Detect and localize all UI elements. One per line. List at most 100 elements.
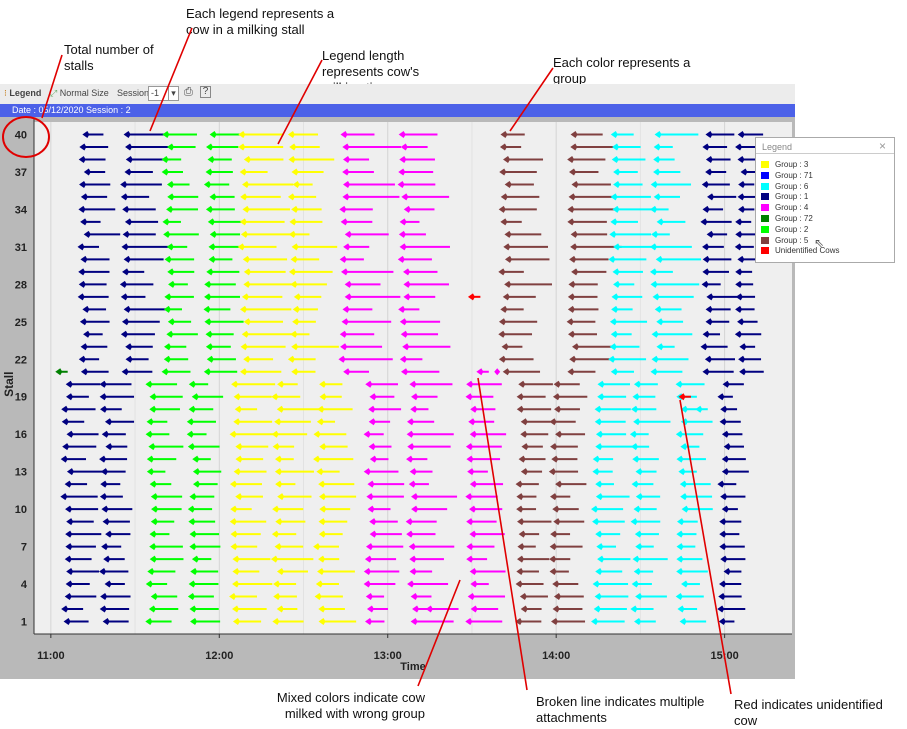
cow-marker	[613, 180, 621, 188]
cow-marker	[500, 193, 508, 201]
cow-marker	[649, 268, 657, 276]
cow-marker	[470, 580, 478, 588]
cow-marker	[291, 343, 299, 351]
cow-marker	[705, 168, 713, 176]
cow-marker	[407, 443, 415, 451]
callout-line	[417, 579, 461, 687]
cow-marker	[124, 218, 132, 226]
cow-marker	[400, 143, 408, 151]
cow-marker	[722, 380, 730, 388]
cow-marker	[568, 280, 576, 288]
cow-marker	[206, 355, 214, 363]
cow-marker	[597, 555, 605, 563]
cow-marker	[314, 593, 322, 601]
cow-marker	[233, 393, 241, 401]
cow-marker	[164, 255, 172, 263]
cow-marker	[190, 568, 198, 576]
cow-marker	[313, 543, 321, 551]
cow-marker	[700, 218, 708, 226]
callout-line	[679, 399, 732, 695]
cow-marker	[315, 580, 323, 588]
cow-marker	[653, 168, 661, 176]
app-window: ⁝ Legend ⤢ Normal Size Session -1 ▾ ⎙ ? …	[0, 84, 795, 679]
cow-marker	[467, 593, 475, 601]
cow-marker	[631, 405, 639, 413]
close-icon[interactable]: ×	[878, 139, 886, 153]
cow-marker	[232, 618, 240, 626]
cow-marker	[80, 368, 88, 376]
cow-marker	[318, 518, 326, 526]
cow-marker	[466, 380, 474, 388]
cow-marker	[568, 193, 576, 201]
printer-icon[interactable]: ⎙	[184, 86, 193, 98]
cow-marker	[409, 468, 417, 476]
cow-marker	[635, 543, 643, 551]
cow-marker	[678, 468, 686, 476]
zoom-icon: ⤢	[50, 88, 58, 98]
cow-marker	[166, 330, 174, 338]
cow-marker	[274, 543, 282, 551]
cow-marker	[273, 593, 281, 601]
cow-marker	[150, 493, 158, 501]
cow-marker	[275, 480, 283, 488]
legend-button[interactable]: ⁝ Legend	[4, 88, 42, 98]
cow-marker	[656, 318, 664, 326]
legend-label: Group : 71	[775, 170, 813, 180]
cow-marker	[205, 343, 213, 351]
cow-marker	[552, 505, 560, 513]
cow-marker	[203, 180, 211, 188]
chevron-down-icon[interactable]: ▾	[168, 86, 179, 101]
cow-marker	[613, 168, 621, 176]
cow-marker	[702, 255, 710, 263]
cow-marker	[125, 143, 133, 151]
cow-marker	[162, 130, 170, 138]
cow-marker	[272, 618, 280, 626]
cow-marker	[342, 193, 350, 201]
annotation-legend-cow: Each legend represents a cow in a milkin…	[186, 6, 335, 37]
cow-marker	[229, 430, 237, 438]
cow-marker	[167, 268, 175, 276]
cow-marker	[235, 443, 243, 451]
cow-marker	[61, 605, 69, 613]
cow-marker	[125, 355, 133, 363]
normal-size-button[interactable]: ⤢ Normal Size	[50, 88, 109, 98]
cow-marker	[675, 430, 683, 438]
info-icon[interactable]: ?	[200, 86, 211, 98]
cow-marker	[567, 305, 575, 313]
cow-marker	[166, 243, 174, 251]
cow-marker	[147, 568, 155, 576]
x-tick-label: 14:00	[542, 650, 570, 662]
cow-marker	[503, 243, 511, 251]
cow-marker	[235, 455, 243, 463]
cow-marker	[740, 168, 748, 176]
cow-marker	[734, 243, 742, 251]
cow-marker	[651, 230, 659, 238]
cow-marker	[149, 530, 157, 538]
cow-marker	[99, 568, 107, 576]
cow-marker	[291, 168, 299, 176]
cow-marker	[553, 518, 561, 526]
cow-marker	[719, 518, 727, 526]
cow-marker	[291, 205, 299, 213]
cow-marker	[343, 180, 351, 188]
y-tick-label: 37	[15, 167, 27, 179]
cow-marker	[292, 180, 300, 188]
cow-marker	[243, 355, 251, 363]
cow-marker	[209, 193, 217, 201]
cow-marker	[721, 505, 729, 513]
cow-marker	[161, 168, 169, 176]
cow-marker	[121, 368, 129, 376]
cow-marker	[65, 530, 73, 538]
cow-marker	[465, 443, 473, 451]
cow-marker	[151, 505, 159, 513]
cow-marker	[287, 130, 295, 138]
cow-marker	[188, 580, 196, 588]
cow-marker	[704, 355, 712, 363]
cow-marker	[549, 543, 557, 551]
cow-marker	[366, 493, 374, 501]
cow-marker	[340, 130, 348, 138]
cow-marker	[566, 318, 574, 326]
callout-line	[477, 377, 528, 691]
cow-marker	[720, 555, 728, 563]
cow-marker	[465, 618, 473, 626]
